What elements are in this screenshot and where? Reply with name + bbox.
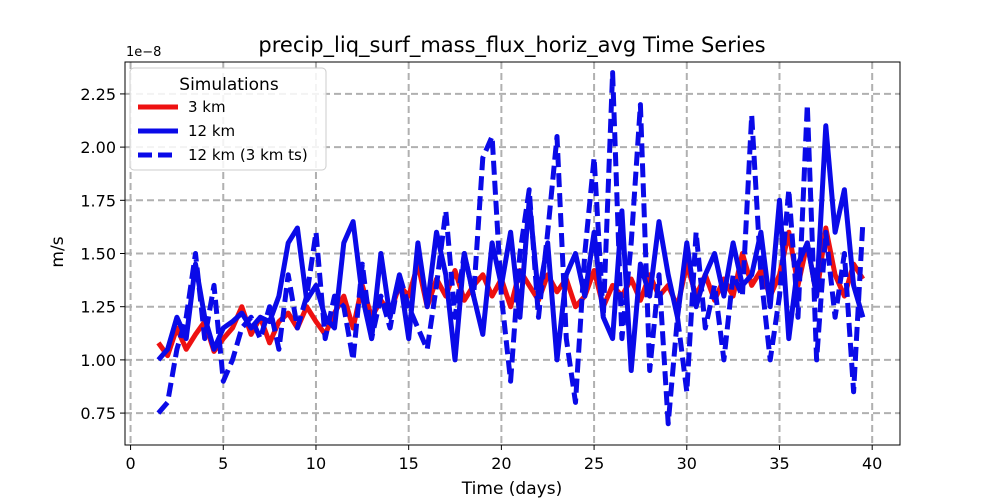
legend-label-12km-3kmts: 12 km (3 km ts) — [188, 146, 308, 164]
x-tick-label: 30 — [677, 454, 697, 473]
x-tick-label: 35 — [769, 454, 789, 473]
x-tick-label: 0 — [125, 454, 135, 473]
x-axis-label: Time (days) — [461, 479, 562, 499]
x-tick-label: 15 — [398, 454, 418, 473]
y-tick-label: 1.50 — [80, 245, 116, 264]
x-tick-label: 25 — [584, 454, 604, 473]
legend-title: Simulations — [179, 75, 279, 95]
y-axis-offset-text: 1e−8 — [126, 45, 161, 60]
legend-label-12km: 12 km — [188, 122, 235, 140]
legend-label-3km: 3 km — [188, 98, 226, 116]
chart-title: precip_liq_surf_mass_flux_horiz_avg Time… — [258, 33, 765, 58]
x-tick-label: 10 — [306, 454, 326, 473]
y-tick-label: 1.00 — [80, 351, 116, 370]
x-tick-label: 20 — [491, 454, 511, 473]
series-layer — [156, 70, 866, 427]
x-tick-label: 40 — [862, 454, 882, 473]
y-tick-label: 1.75 — [80, 191, 116, 210]
y-tick-label: 1.25 — [80, 298, 116, 317]
y-axis-label: m/s — [48, 236, 68, 267]
x-axis: 0 5 10 15 20 25 30 35 40 — [125, 445, 882, 473]
y-tick-label: 0.75 — [80, 404, 116, 423]
y-tick-label: 2.25 — [80, 85, 116, 104]
legend: Simulations 3 km 12 km 12 km (3 km ts) — [129, 67, 327, 171]
legend-box — [129, 67, 327, 171]
y-axis: 0.75 1.00 1.25 1.50 1.75 2.00 2.25 — [80, 85, 125, 423]
x-tick-label: 5 — [218, 454, 228, 473]
series-line-12-km-3-km-ts — [156, 70, 866, 427]
y-tick-label: 2.00 — [80, 138, 116, 157]
